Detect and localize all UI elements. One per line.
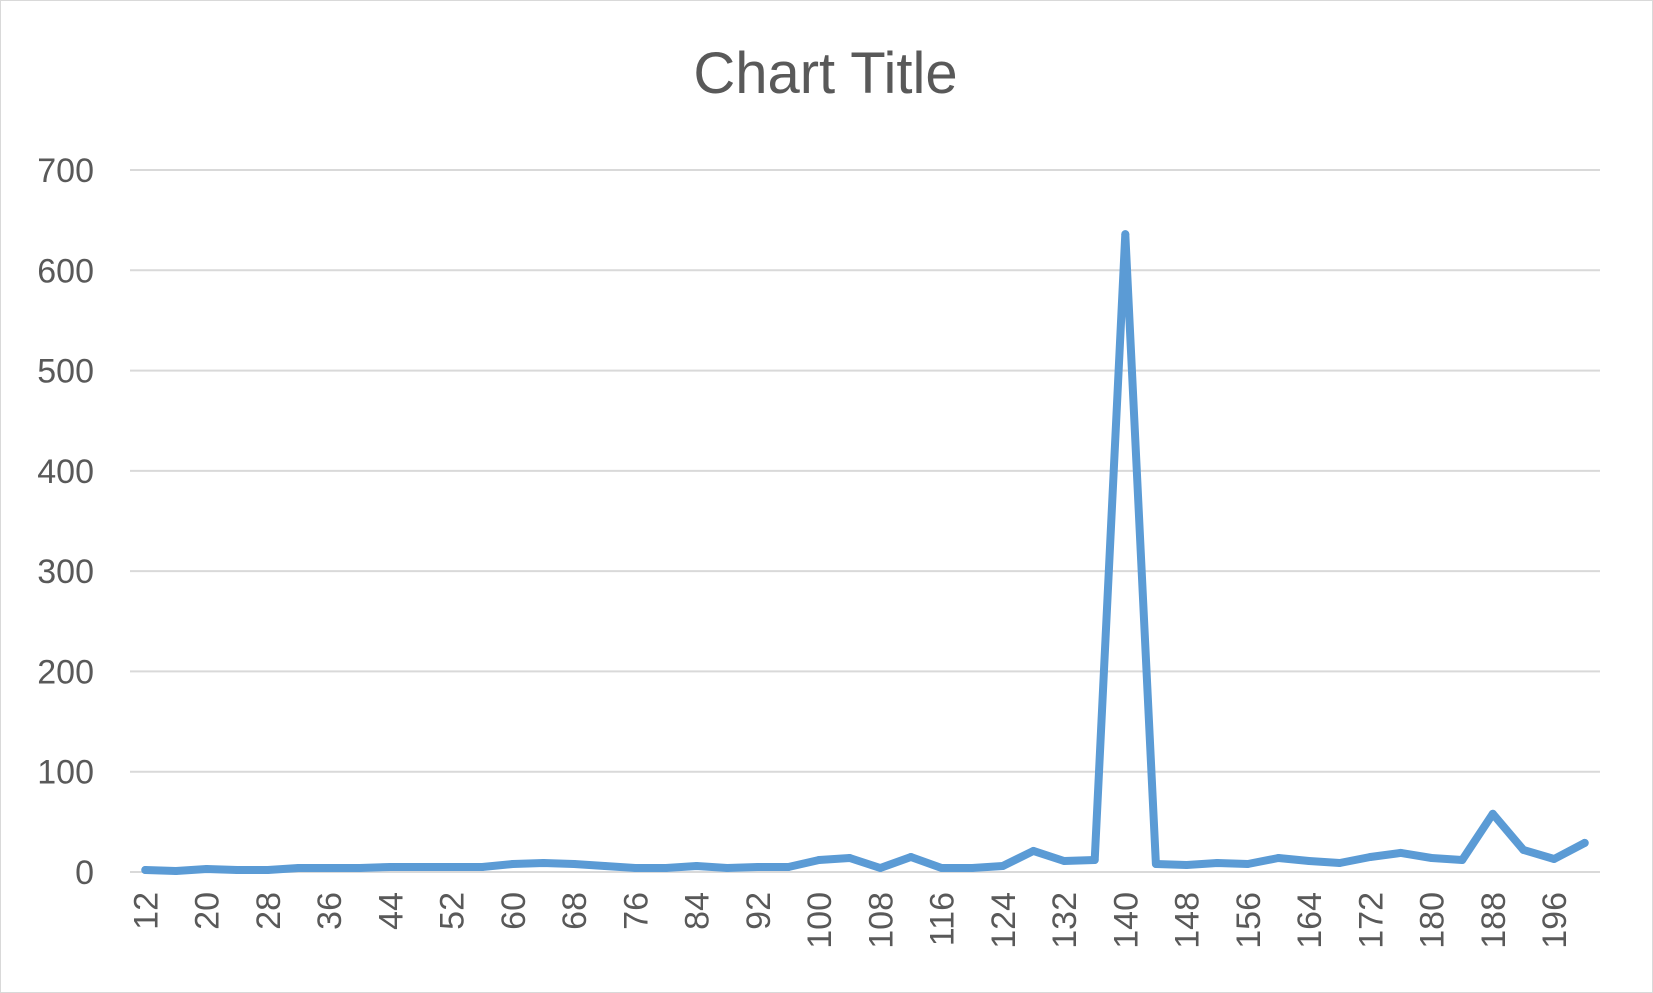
x-axis-ticks: 12 20 28 36 44 52 60 68 76 84 92 100 108 116 124 132 140… xyxy=(127,892,1574,949)
x-tick-label: 172 xyxy=(1352,892,1390,949)
x-tick-label: 100 xyxy=(801,892,839,949)
data-point xyxy=(876,863,885,872)
data-point xyxy=(233,865,242,874)
x-tick-label: 20 xyxy=(189,892,227,930)
x-tick-label: 108 xyxy=(862,892,900,949)
data-point xyxy=(1335,858,1344,867)
x-tick-label: 156 xyxy=(1230,892,1268,949)
x-tick-label: 44 xyxy=(372,892,410,930)
data-point xyxy=(1060,856,1069,865)
y-tick-label: 200 xyxy=(37,653,94,691)
data-point xyxy=(723,863,732,872)
x-tick-label: 164 xyxy=(1291,892,1329,949)
data-point xyxy=(753,862,762,871)
y-tick-label: 300 xyxy=(37,553,94,591)
data-point xyxy=(1580,838,1589,847)
data-point xyxy=(141,865,150,874)
gridlines xyxy=(130,169,1600,873)
data-point xyxy=(1090,855,1099,864)
data-point xyxy=(1182,860,1191,869)
data-point xyxy=(968,863,977,872)
x-tick-label: 52 xyxy=(434,892,472,930)
data-point xyxy=(202,864,211,873)
data-point xyxy=(815,855,824,864)
data-point xyxy=(845,853,854,862)
x-tick-label: 12 xyxy=(127,892,165,930)
x-tick-label: 148 xyxy=(1169,892,1207,949)
data-point xyxy=(294,863,303,872)
x-tick-label: 132 xyxy=(1046,892,1084,949)
data-point xyxy=(570,859,579,868)
data-point xyxy=(906,852,915,861)
x-tick-label: 92 xyxy=(740,892,778,930)
data-point xyxy=(416,862,425,871)
y-tick-label: 400 xyxy=(37,453,94,491)
data-point xyxy=(1121,230,1130,239)
data-point xyxy=(1519,845,1528,854)
chart-title: Chart Title xyxy=(693,41,958,106)
data-point xyxy=(998,861,1007,870)
series-line xyxy=(141,230,1589,875)
y-tick-label: 500 xyxy=(37,353,94,391)
series-layer xyxy=(141,230,1589,875)
data-point xyxy=(1396,848,1405,857)
data-point xyxy=(263,865,272,874)
data-point xyxy=(386,862,395,871)
data-point xyxy=(692,861,701,870)
y-tick-label: 0 xyxy=(75,854,94,892)
data-point xyxy=(1243,859,1252,868)
x-tick-label: 188 xyxy=(1475,892,1513,949)
data-point xyxy=(1427,853,1436,862)
data-point xyxy=(1458,855,1467,864)
data-point xyxy=(447,862,456,871)
data-point xyxy=(1366,852,1375,861)
data-point xyxy=(1274,853,1283,862)
data-point xyxy=(784,862,793,871)
data-point xyxy=(539,858,548,867)
data-point xyxy=(355,863,364,872)
data-point xyxy=(1550,854,1559,863)
x-tick-label: 140 xyxy=(1107,892,1145,949)
data-point xyxy=(661,863,670,872)
x-tick-label: 84 xyxy=(679,892,717,930)
y-tick-label: 100 xyxy=(37,754,94,792)
x-tick-label: 60 xyxy=(495,892,533,930)
y-axis-ticks: 0 100 200 300 400 500 600 700 xyxy=(37,152,94,892)
data-point xyxy=(171,866,180,875)
x-tick-label: 124 xyxy=(985,892,1023,949)
x-tick-label: 36 xyxy=(311,892,349,930)
data-point xyxy=(325,863,334,872)
data-point xyxy=(478,862,487,871)
x-tick-label: 116 xyxy=(924,892,962,946)
data-point xyxy=(1305,856,1314,865)
x-tick-label: 196 xyxy=(1536,892,1574,949)
data-point xyxy=(1488,809,1497,818)
x-tick-label: 180 xyxy=(1414,892,1452,949)
y-tick-label: 600 xyxy=(37,252,94,290)
x-tick-label: 76 xyxy=(617,892,655,930)
x-tick-label: 68 xyxy=(556,892,594,930)
data-point xyxy=(600,861,609,870)
y-tick-label: 700 xyxy=(37,152,94,190)
data-point xyxy=(631,863,640,872)
x-tick-label: 28 xyxy=(250,892,288,930)
data-point xyxy=(1213,858,1222,867)
data-point xyxy=(1029,846,1038,855)
data-point xyxy=(1151,859,1160,868)
data-point xyxy=(937,863,946,872)
data-point xyxy=(508,859,517,868)
